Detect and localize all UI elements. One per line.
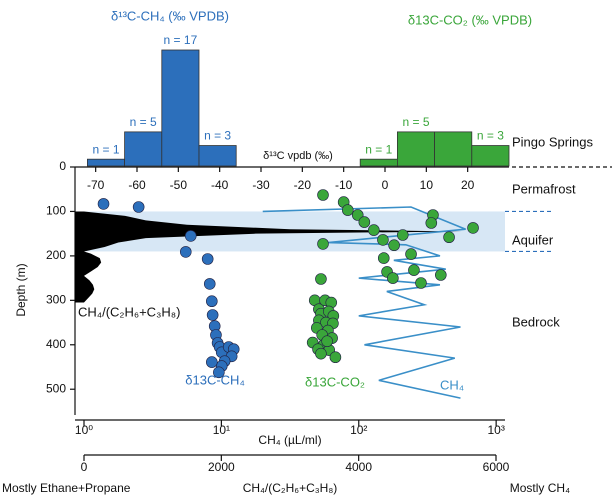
y-tick-label: 200 [46,248,66,262]
histogram-title: δ13C-CO₂ (‰ VPDB) [408,12,532,27]
data-point [341,204,354,216]
zone-label: Bedrock [512,314,560,329]
y-tick-label: 500 [46,381,66,395]
data-point [388,239,400,252]
data-point [315,273,327,285]
x-tick-label: 10 [420,178,434,192]
data-point [213,366,225,379]
data-point [206,309,219,321]
x-tick-label: -50 [170,178,188,192]
x3-tick-label: 6000 [483,460,510,474]
data-point [184,230,197,242]
y-axis-title: Depth (m) [14,263,28,316]
data-point [321,335,333,348]
x3-tick-label: 0 [81,460,88,474]
histogram-bar [359,158,398,167]
x3-tick-label: 4000 [345,460,372,474]
data-point [368,224,380,236]
data-point [97,198,110,210]
x3-right-label: Mostly CH₄ [510,481,570,495]
x-tick-label: -30 [252,178,270,192]
histogram-bar [396,131,435,167]
y-tick-label: 100 [46,204,66,218]
x2-tick-label: 10² [350,423,367,437]
bar-count-label: n = 5 [402,115,429,129]
x-tick-label: -70 [87,178,105,192]
data-point [415,277,427,289]
data-point [132,201,145,213]
data-point [315,347,327,360]
x-tick-label: -40 [211,178,229,192]
x3-axis-title: CH₄/(C₂H₆+C₃H₈) [243,481,338,495]
zone-label: Pingo Springs [512,134,593,149]
histogram-bar [161,49,200,167]
data-point [201,253,214,265]
data-point [317,189,329,201]
data-point [206,295,218,308]
data-point [425,217,438,229]
data-point [405,248,417,260]
bar-count-label: n = 3 [204,129,231,143]
x-tick-label: -10 [335,178,353,192]
data-point [179,246,192,258]
data-point [317,238,329,250]
bar-count-label: n = 1 [365,142,392,156]
x2-tick-label: 10¹ [213,423,230,437]
data-point [443,231,455,244]
series-label: δ13C-CO₂ [305,374,365,389]
x-tick-label: 20 [461,178,475,192]
y-tick-label: 300 [46,293,66,307]
data-point [396,229,409,241]
histogram-title: δ¹³C-CH₄ (‰ VPDB) [111,8,229,23]
bar-count-label: n = 17 [164,33,198,47]
data-point [377,234,389,246]
bar-count-label: n = 3 [477,129,504,143]
y-tick-label: 400 [46,337,66,351]
data-point [358,216,371,228]
histogram-bar [471,145,510,167]
x2-tick-label: 10³ [487,423,504,437]
data-point [351,209,364,221]
x3-tick-label: 2000 [208,460,235,474]
histogram-bar [124,131,163,167]
data-point [467,222,479,234]
data-point [329,351,342,364]
zone-label: Aquifer [512,232,554,247]
ratio-area [75,211,462,303]
x-tick-label: -20 [294,178,312,192]
x-axis-title: δ¹³C vpdb (‰) [263,150,333,162]
x2-axis-title: CH₄ (µL/ml) [258,433,321,447]
data-point [203,278,216,290]
x-tick-label: -60 [128,178,146,192]
data-point [377,252,390,264]
histogram-bar [87,158,126,167]
zone-label: Permafrost [512,181,576,196]
histogram-bar [434,131,473,167]
data-point [408,264,420,276]
series-label: CH₄/(C₂H₆+C₃H₈) [78,304,180,319]
data-point [434,269,447,281]
x3-left-label: Mostly Ethane+Propane [2,481,131,495]
histogram-bar [198,145,237,167]
y-tick-label: 0 [59,159,66,173]
data-point [206,356,218,368]
ch4-line [262,206,466,399]
bar-count-label: n = 1 [92,142,119,156]
data-point [387,272,399,284]
series-label: δ13C-CH₄ [185,372,245,387]
bar-count-label: n = 5 [130,115,157,129]
series-label: CH₄ [440,377,464,392]
x2-tick-label: 10⁰ [75,423,93,437]
x-tick-label: 0 [382,178,389,192]
